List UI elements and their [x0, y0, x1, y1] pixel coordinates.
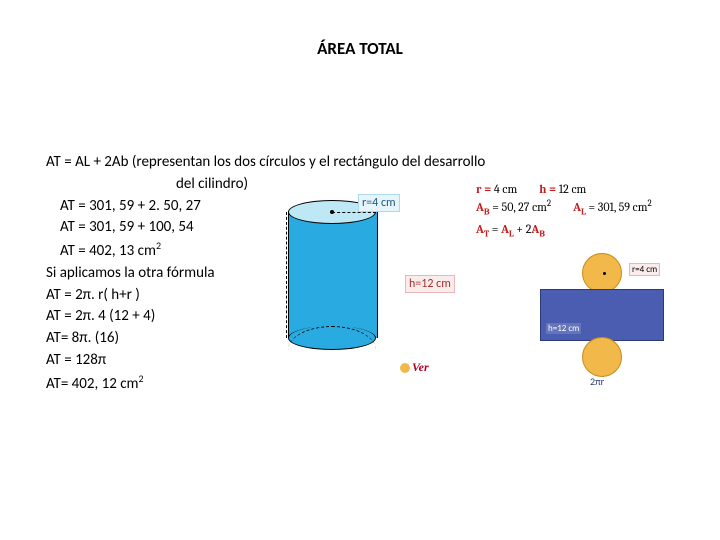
line-1: AT = AL + 2Ab (representan los dos círcu… — [46, 152, 485, 174]
radius-label: r=4 cm — [358, 194, 400, 212]
net-perimeter-label: 2πr — [590, 375, 604, 388]
height-label: h=12 cm — [405, 275, 455, 293]
line-4: AT = 301, 59 + 100, 54 — [46, 217, 485, 239]
line-9: AT= 8π. (16) — [46, 328, 485, 350]
line-3: AT = 301, 59 + 2. 50, 27 — [46, 196, 485, 218]
line-8: AT = 2π. 4 (12 + 4) — [46, 306, 485, 328]
ver-button[interactable]: Ver — [400, 360, 429, 375]
cylinder-net-diagram: r=4 cm h=12 cm 2πr — [532, 245, 672, 385]
derivation-text: AT = AL + 2Ab (representan los dos círcu… — [46, 152, 485, 395]
cylinder-diagram — [288, 200, 378, 350]
line-2: del cilindro) — [46, 174, 485, 196]
net-r-label: r=4 cm — [629, 263, 660, 276]
net-h-label: h=12 cm — [546, 323, 581, 334]
formula-block: r = 4 cm h = 12 cm AB = 50, 27 cm2 AL = … — [476, 180, 652, 242]
line-11: AT= 402, 12 cm2 — [46, 372, 485, 396]
line-5: AT = 402, 13 cm2 — [46, 239, 485, 263]
page-title: ÁREA TOTAL — [0, 38, 720, 59]
